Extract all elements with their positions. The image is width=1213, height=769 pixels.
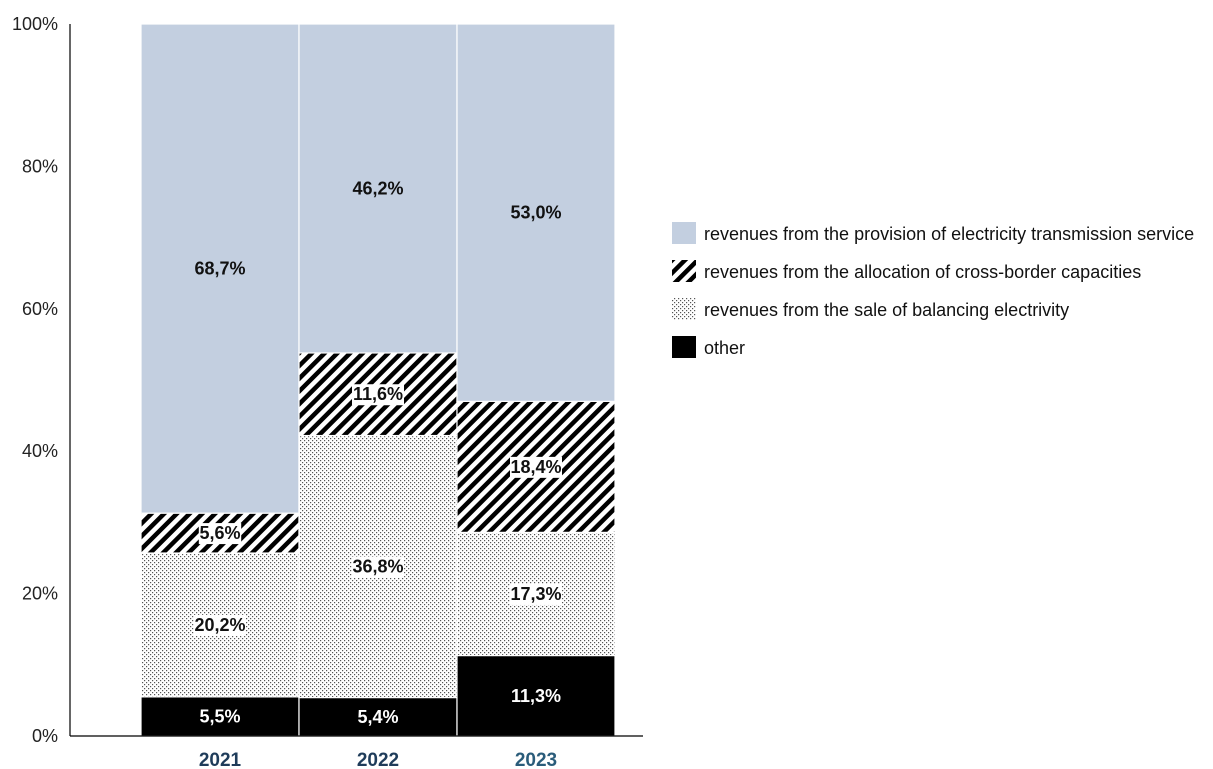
data-label: 11,6% [353, 384, 403, 404]
data-label-bg [510, 583, 562, 605]
x-axis: 2021 2022 2023 [70, 735, 643, 769]
data-label-bg [198, 523, 242, 545]
legend-item: revenues from the provision of electrici… [672, 222, 1194, 244]
y-tick-label: 40% [22, 441, 58, 461]
bar-segment [456, 654, 616, 737]
y-tick-label: 60% [22, 299, 58, 319]
bar-segment [298, 23, 458, 354]
data-label: 53,0% [510, 203, 561, 223]
data-label-bg [352, 384, 404, 406]
y-tick-label: 20% [22, 584, 58, 604]
data-labels: 5,5% 20,2% 5,6% 68,7% 5,4% 36,8% 11,6% 46,2% 11,… [194, 178, 562, 727]
data-label: 46,2% [352, 178, 403, 198]
bar-segment [456, 23, 616, 402]
bar-segment [140, 23, 300, 514]
y-axis: 0% 20% 40% 60% 80% 100% [12, 14, 71, 746]
legend-label: other [704, 338, 745, 358]
legend-item: revenues from the allocation of cross-bo… [672, 260, 1141, 282]
data-label-bg [510, 456, 562, 478]
legend: revenues from the provision of electrici… [672, 222, 1194, 358]
data-label: 17,3% [510, 584, 561, 604]
legend-item: other [672, 336, 745, 358]
legend-item: revenues from the sale of balancing elec… [672, 298, 1069, 320]
data-label-bg [194, 614, 246, 636]
data-label: 5,5% [199, 706, 240, 726]
legend-swatch [672, 298, 696, 320]
legend-label: revenues from the provision of electrici… [704, 224, 1194, 244]
data-label: 18,4% [510, 457, 561, 477]
legend-label: revenues from the sale of balancing elec… [704, 300, 1069, 320]
legend-swatch [672, 260, 696, 282]
y-tick-label: 100% [12, 14, 58, 34]
data-label: 68,7% [194, 259, 245, 279]
data-label: 5,4% [357, 707, 398, 727]
y-tick-label: 0% [32, 726, 58, 746]
legend-label: revenues from the allocation of cross-bo… [704, 262, 1141, 282]
x-tick-label: 2021 [199, 750, 242, 769]
x-tick-label: 2022 [357, 750, 399, 769]
data-label: 20,2% [194, 615, 245, 635]
data-label: 36,8% [352, 557, 403, 577]
data-label: 11,3% [511, 686, 561, 706]
data-label-bg [352, 556, 404, 578]
x-tick-label: 2023 [515, 750, 557, 769]
data-label: 5,6% [199, 523, 240, 543]
y-tick-label: 80% [22, 156, 58, 176]
legend-swatch [672, 336, 696, 358]
legend-swatch [672, 222, 696, 244]
